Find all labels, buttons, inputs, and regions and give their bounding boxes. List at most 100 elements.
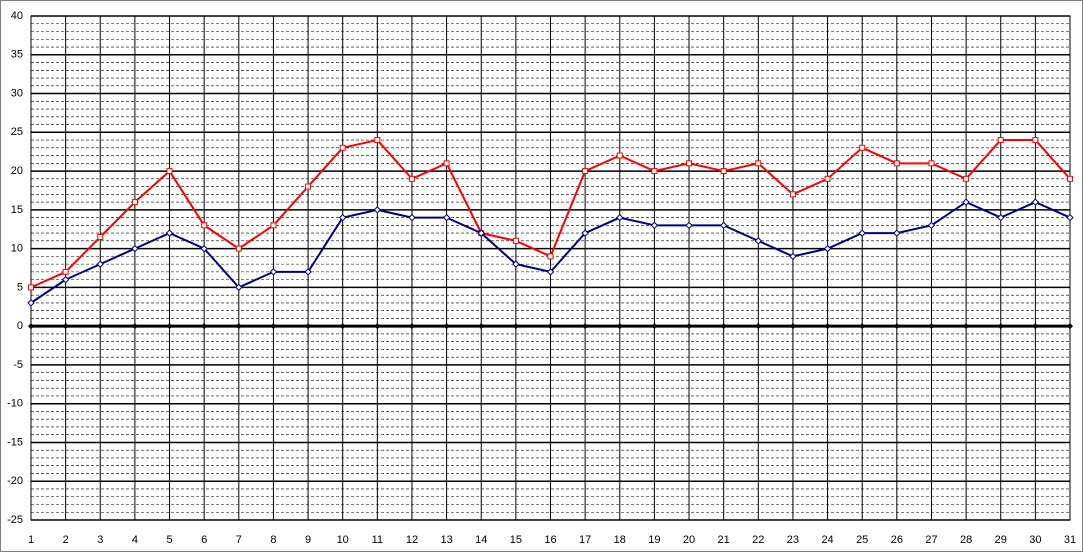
zero-marker (1032, 323, 1039, 330)
point (650, 221, 659, 230)
y-tick-label: -20 (7, 475, 23, 487)
point (582, 168, 589, 175)
x-tick-label: 5 (166, 534, 172, 546)
zero-marker (755, 323, 762, 330)
point (339, 144, 346, 151)
x-tick-label: 8 (270, 534, 276, 546)
point (616, 213, 624, 222)
x-tick-label: 31 (1064, 534, 1076, 546)
point (927, 221, 936, 230)
x-tick-label: 15 (510, 534, 522, 546)
y-tick-label: 10 (11, 243, 23, 255)
zero-marker (408, 323, 415, 330)
zero-marker (928, 323, 935, 330)
point (789, 191, 796, 198)
point (96, 260, 104, 268)
x-tick-label: 16 (544, 534, 556, 546)
zero-marker (824, 323, 831, 330)
zero-marker (893, 323, 900, 330)
point (685, 221, 693, 230)
y-tick-label: -15 (7, 436, 23, 448)
point (651, 168, 658, 175)
point (304, 268, 312, 276)
point (719, 221, 728, 230)
point (546, 268, 555, 276)
point (373, 206, 382, 214)
x-tick-label: 25 (856, 534, 868, 546)
zero-marker (305, 323, 312, 330)
zero-marker (131, 323, 138, 330)
point (859, 144, 866, 151)
point (962, 198, 970, 206)
zero-marker (686, 323, 693, 330)
point (166, 168, 173, 175)
y-tick-label: 20 (11, 165, 23, 177)
x-tick-label: 27 (925, 534, 937, 546)
zero-marker (235, 323, 242, 330)
point (235, 283, 243, 292)
x-tick-label: 24 (821, 534, 833, 546)
point (235, 245, 242, 252)
point (686, 160, 693, 167)
x-tick-label: 1 (28, 534, 34, 546)
point (408, 213, 416, 222)
zero-marker (28, 323, 34, 330)
point (858, 229, 866, 237)
x-tick-label: 11 (372, 534, 383, 546)
zero-marker (97, 323, 104, 330)
zero-marker (166, 323, 173, 330)
y-tick-label: 15 (11, 204, 23, 216)
x-tick-label: 23 (787, 534, 799, 546)
point (200, 244, 208, 253)
y-tick-label: 40 (11, 10, 23, 22)
zero-marker (859, 323, 866, 330)
point (581, 229, 589, 237)
x-tick-label: 12 (406, 534, 418, 546)
point (374, 137, 381, 144)
point (408, 175, 415, 182)
x-tick-label: 18 (614, 534, 626, 546)
y-tick-label: -5 (13, 359, 23, 371)
zero-marker (478, 323, 485, 330)
point (27, 299, 35, 307)
point (269, 268, 278, 276)
point (755, 160, 762, 167)
point (789, 252, 797, 261)
point (997, 213, 1005, 222)
x-tick-label: 22 (752, 534, 764, 546)
point (443, 160, 450, 167)
y-tick-label: 5 (17, 281, 23, 293)
point (1066, 213, 1074, 222)
point (616, 152, 623, 159)
point (754, 237, 763, 245)
point (893, 229, 901, 237)
y-tick-label: -10 (7, 398, 23, 410)
x-tick-label: 3 (97, 534, 103, 546)
zero-marker (201, 323, 208, 330)
point (547, 253, 554, 260)
zero-marker (62, 323, 69, 330)
point (165, 229, 174, 237)
x-tick-label: 21 (718, 534, 730, 546)
x-tick-label: 19 (648, 534, 660, 546)
point (201, 222, 208, 229)
point (28, 284, 34, 291)
point (963, 175, 970, 182)
x-tick-label: 6 (201, 534, 207, 546)
point (62, 268, 69, 275)
point (61, 275, 70, 284)
zero-marker (374, 323, 381, 330)
x-tick-label: 9 (305, 534, 311, 546)
zero-marker (1067, 323, 1073, 330)
zero-marker (582, 323, 589, 330)
zero-marker (997, 323, 1004, 330)
point (512, 260, 520, 268)
x-tick-label: 29 (995, 534, 1007, 546)
zero-marker (547, 323, 554, 330)
point (1032, 137, 1039, 144)
x-tick-label: 28 (960, 534, 972, 546)
x-tick-label: 2 (63, 534, 69, 546)
zero-marker (789, 323, 796, 330)
